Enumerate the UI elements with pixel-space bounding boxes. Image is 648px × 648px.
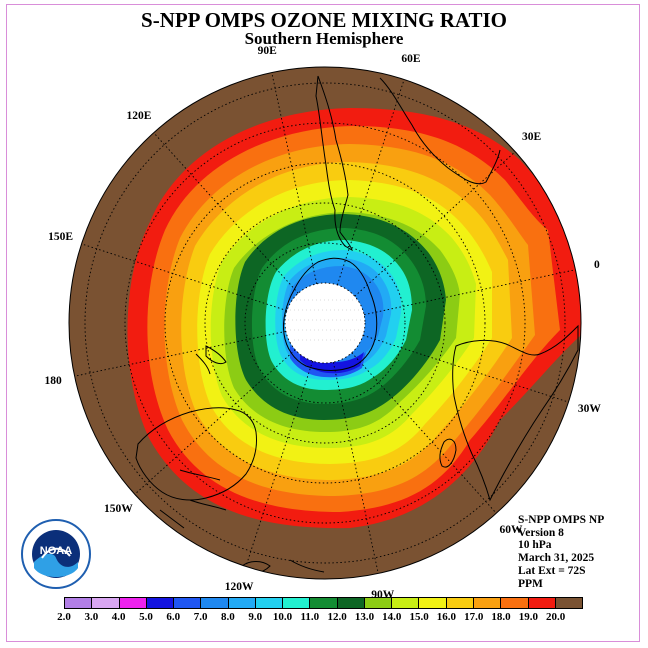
info-date: March 31, 2025	[518, 552, 595, 565]
meridian-lines	[74, 72, 576, 574]
meridian-60	[336, 79, 405, 286]
legend-label: 3.0	[84, 611, 99, 623]
legend-label: 14.0	[382, 611, 402, 623]
graticule	[74, 72, 576, 574]
lat-circle-50s	[164, 162, 486, 484]
legend-label: 8.0	[221, 611, 235, 623]
lat-circle-30s	[84, 82, 566, 564]
legend-swatch	[446, 598, 474, 608]
legend-label: 17.0	[464, 611, 484, 623]
legend-label: 20.0	[546, 611, 566, 623]
legend-swatch	[174, 598, 202, 608]
legend-swatch	[555, 598, 583, 608]
legend-swatch	[364, 598, 393, 608]
ozone-contour-field	[69, 67, 581, 579]
legend-swatch	[255, 598, 284, 608]
legend-label: 6.0	[166, 611, 181, 623]
map-boundary	[68, 66, 582, 580]
legend-swatch	[65, 598, 93, 608]
legend-label: 11.0	[300, 611, 320, 623]
lat-circle-80s	[284, 282, 366, 364]
longitude-label-60w: 60W	[499, 523, 523, 536]
meridian--30	[362, 334, 569, 403]
longitude-label-30e: 30E	[522, 130, 542, 143]
legend-label: 12.0	[327, 611, 347, 623]
lat-circle-40s	[124, 122, 526, 524]
legend-label: 10.0	[272, 611, 293, 623]
lat-circle-70s	[244, 242, 406, 404]
longitude-label-150e: 150E	[48, 231, 74, 244]
legend-swatch	[501, 598, 529, 608]
info-instrument: S-NPP OMPS NP	[518, 514, 605, 526]
legend-swatch	[119, 598, 147, 608]
info-version: Version 8	[518, 526, 564, 539]
legend-swatch	[528, 598, 556, 608]
longitude-label-30w: 30W	[577, 402, 601, 415]
legend-label: 4.0	[111, 611, 126, 623]
coast-new-zealand	[195, 345, 227, 375]
legend-label: 19.0	[518, 611, 538, 623]
noaa-logo-text: NOAA	[40, 545, 72, 557]
meridian--180	[74, 330, 286, 377]
longitude-label-180: 180	[44, 374, 62, 387]
legend-swatch	[337, 598, 365, 608]
legend-swatch	[473, 598, 502, 608]
legend-label: 9.0	[248, 611, 263, 623]
longitude-label-60e: 60E	[401, 52, 421, 65]
meridian--60	[351, 352, 497, 514]
meridian-150	[81, 243, 288, 312]
legend-swatch	[146, 598, 175, 608]
noaa-logo: NOAA	[21, 519, 91, 589]
meridian--120	[245, 360, 314, 567]
legend-swatch	[283, 598, 311, 608]
coast-south-america	[315, 75, 501, 252]
meridian-30	[354, 151, 516, 297]
page-title: S-NPP OMPS OZONE MIXING RATIO	[141, 8, 507, 32]
longitude-label-120e: 120E	[126, 110, 152, 123]
meridian--150	[134, 349, 296, 495]
legend-swatch	[201, 598, 229, 608]
plot-frame	[6, 4, 640, 642]
info-units: PPM	[518, 577, 543, 590]
legend-swatch	[310, 598, 338, 608]
legend-label: 2.0	[57, 611, 71, 623]
legend-swatch	[419, 598, 447, 608]
page-subtitle: Southern Hemisphere	[244, 29, 404, 48]
longitude-label-90e: 90E	[257, 45, 277, 58]
coast-antarctica	[283, 257, 378, 371]
coast-africa	[452, 324, 579, 502]
meridian-120	[153, 132, 299, 294]
legend-label: 13.0	[354, 611, 375, 623]
coast-indonesia	[159, 469, 325, 573]
coast-madagascar	[439, 438, 457, 468]
longitude-label-150w: 150W	[104, 503, 133, 516]
legend-swatch	[92, 598, 120, 608]
meridian-0	[364, 269, 576, 316]
longitude-label-0: 0	[594, 259, 600, 272]
info-block: S-NPP OMPS NP Version 8 10 hPa March 31,…	[518, 514, 604, 590]
longitude-label-120w: 120W	[224, 581, 254, 594]
antarctica-interior-dots	[288, 299, 364, 341]
lat-circle-60s	[204, 202, 446, 444]
meridian-90	[271, 72, 318, 284]
info-level: 10 hPa	[518, 539, 552, 552]
polar-night-area	[285, 283, 365, 363]
legend-label: 16.0	[436, 611, 457, 623]
legend-label: 15.0	[409, 611, 429, 623]
legend-label: 7.0	[193, 611, 208, 623]
color-legend	[64, 597, 583, 609]
legend-label: 18.0	[491, 611, 511, 623]
legend-label: 5.0	[139, 611, 153, 623]
legend-swatch	[392, 598, 420, 608]
legend-swatch	[228, 598, 256, 608]
meridian--90	[332, 362, 379, 574]
coastlines	[135, 75, 579, 574]
info-lat-ext: Lat Ext = 72S	[518, 564, 586, 577]
